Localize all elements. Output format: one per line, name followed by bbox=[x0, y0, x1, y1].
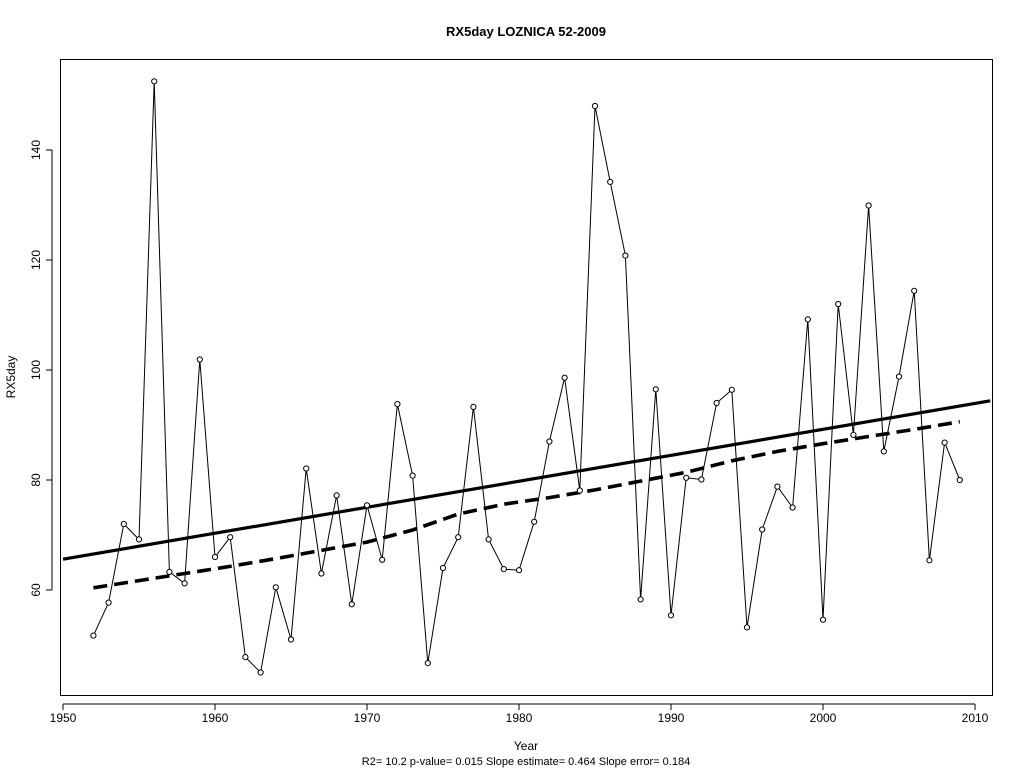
y-tick-label: 60 bbox=[29, 583, 43, 597]
data-point bbox=[926, 557, 933, 564]
data-point bbox=[379, 556, 386, 563]
data-point bbox=[546, 438, 553, 445]
series-line-rx5day bbox=[92, 81, 961, 674]
data-point bbox=[956, 476, 963, 484]
x-axis-title: Year bbox=[514, 739, 538, 753]
data-point bbox=[713, 399, 720, 407]
x-tick-label: 2000 bbox=[810, 711, 837, 725]
data-point bbox=[166, 568, 173, 576]
data-point bbox=[804, 316, 811, 323]
data-point bbox=[181, 580, 188, 587]
data-point bbox=[196, 356, 203, 363]
data-point bbox=[591, 102, 599, 110]
statistics-footnote: R2= 10.2 p-value= 0.015 Slope estimate= … bbox=[362, 756, 690, 768]
data-point bbox=[500, 566, 507, 573]
data-point bbox=[333, 492, 340, 499]
data-point bbox=[227, 534, 234, 541]
x-tick-label: 1950 bbox=[50, 711, 77, 725]
data-point bbox=[698, 476, 705, 483]
y-tick-label: 140 bbox=[29, 140, 43, 160]
data-point bbox=[607, 178, 614, 185]
y-tick-label: 120 bbox=[29, 250, 43, 270]
data-point bbox=[105, 599, 112, 606]
data-point bbox=[211, 553, 219, 561]
data-point bbox=[637, 596, 644, 603]
x-tick-label: 1970 bbox=[354, 711, 381, 725]
data-point bbox=[576, 487, 583, 494]
data-point bbox=[303, 465, 310, 472]
data-point bbox=[531, 518, 538, 525]
data-point bbox=[652, 386, 659, 393]
data-point bbox=[409, 472, 416, 479]
x-tick-label: 2010 bbox=[962, 711, 989, 725]
trend-line-dashed bbox=[93, 419, 961, 590]
data-point bbox=[835, 300, 842, 308]
x-tick-label: 1960 bbox=[202, 711, 229, 725]
data-point bbox=[135, 536, 143, 543]
y-axis-title: RX5day bbox=[4, 356, 18, 399]
data-point bbox=[363, 502, 371, 509]
data-point bbox=[257, 669, 264, 676]
data-point bbox=[439, 564, 447, 572]
y-tick-label: 80 bbox=[29, 473, 43, 487]
data-point bbox=[789, 504, 796, 511]
x-tick-label: 1990 bbox=[658, 711, 685, 725]
y-axis: 60 80 100 120 140 bbox=[29, 140, 53, 597]
x-tick-label: 1980 bbox=[506, 711, 533, 725]
data-point bbox=[348, 601, 355, 608]
data-point bbox=[424, 660, 431, 667]
data-point bbox=[485, 536, 492, 543]
data-point bbox=[470, 403, 477, 410]
data-point bbox=[895, 373, 903, 380]
data-point bbox=[819, 616, 827, 623]
chart-title: RX5day LOZNICA 52-2009 bbox=[446, 24, 606, 39]
plot-frame bbox=[60, 59, 993, 696]
x-axis: 1950 1960 1970 1980 1990 2000 2010 bbox=[50, 703, 989, 725]
data-point bbox=[561, 374, 568, 381]
data-point bbox=[622, 252, 629, 259]
data-point bbox=[318, 570, 325, 577]
plot-area bbox=[62, 78, 991, 676]
data-point bbox=[728, 386, 735, 393]
data-point bbox=[667, 612, 675, 619]
data-point bbox=[394, 401, 401, 408]
data-point bbox=[90, 632, 97, 639]
data-point bbox=[774, 483, 781, 490]
data-point bbox=[151, 78, 158, 85]
data-point bbox=[911, 287, 918, 294]
data-point bbox=[242, 654, 249, 661]
data-point bbox=[865, 202, 872, 209]
data-point bbox=[683, 474, 690, 481]
data-point bbox=[743, 624, 751, 631]
trend-line-solid bbox=[62, 399, 991, 561]
data-point bbox=[880, 448, 887, 455]
data-point bbox=[120, 520, 127, 528]
data-point bbox=[941, 439, 948, 446]
data-point bbox=[272, 584, 279, 591]
data-point bbox=[455, 534, 462, 541]
data-point bbox=[287, 636, 295, 643]
y-tick-label: 100 bbox=[29, 360, 43, 380]
data-point bbox=[850, 431, 857, 438]
data-point bbox=[515, 567, 523, 574]
data-point bbox=[759, 526, 766, 533]
